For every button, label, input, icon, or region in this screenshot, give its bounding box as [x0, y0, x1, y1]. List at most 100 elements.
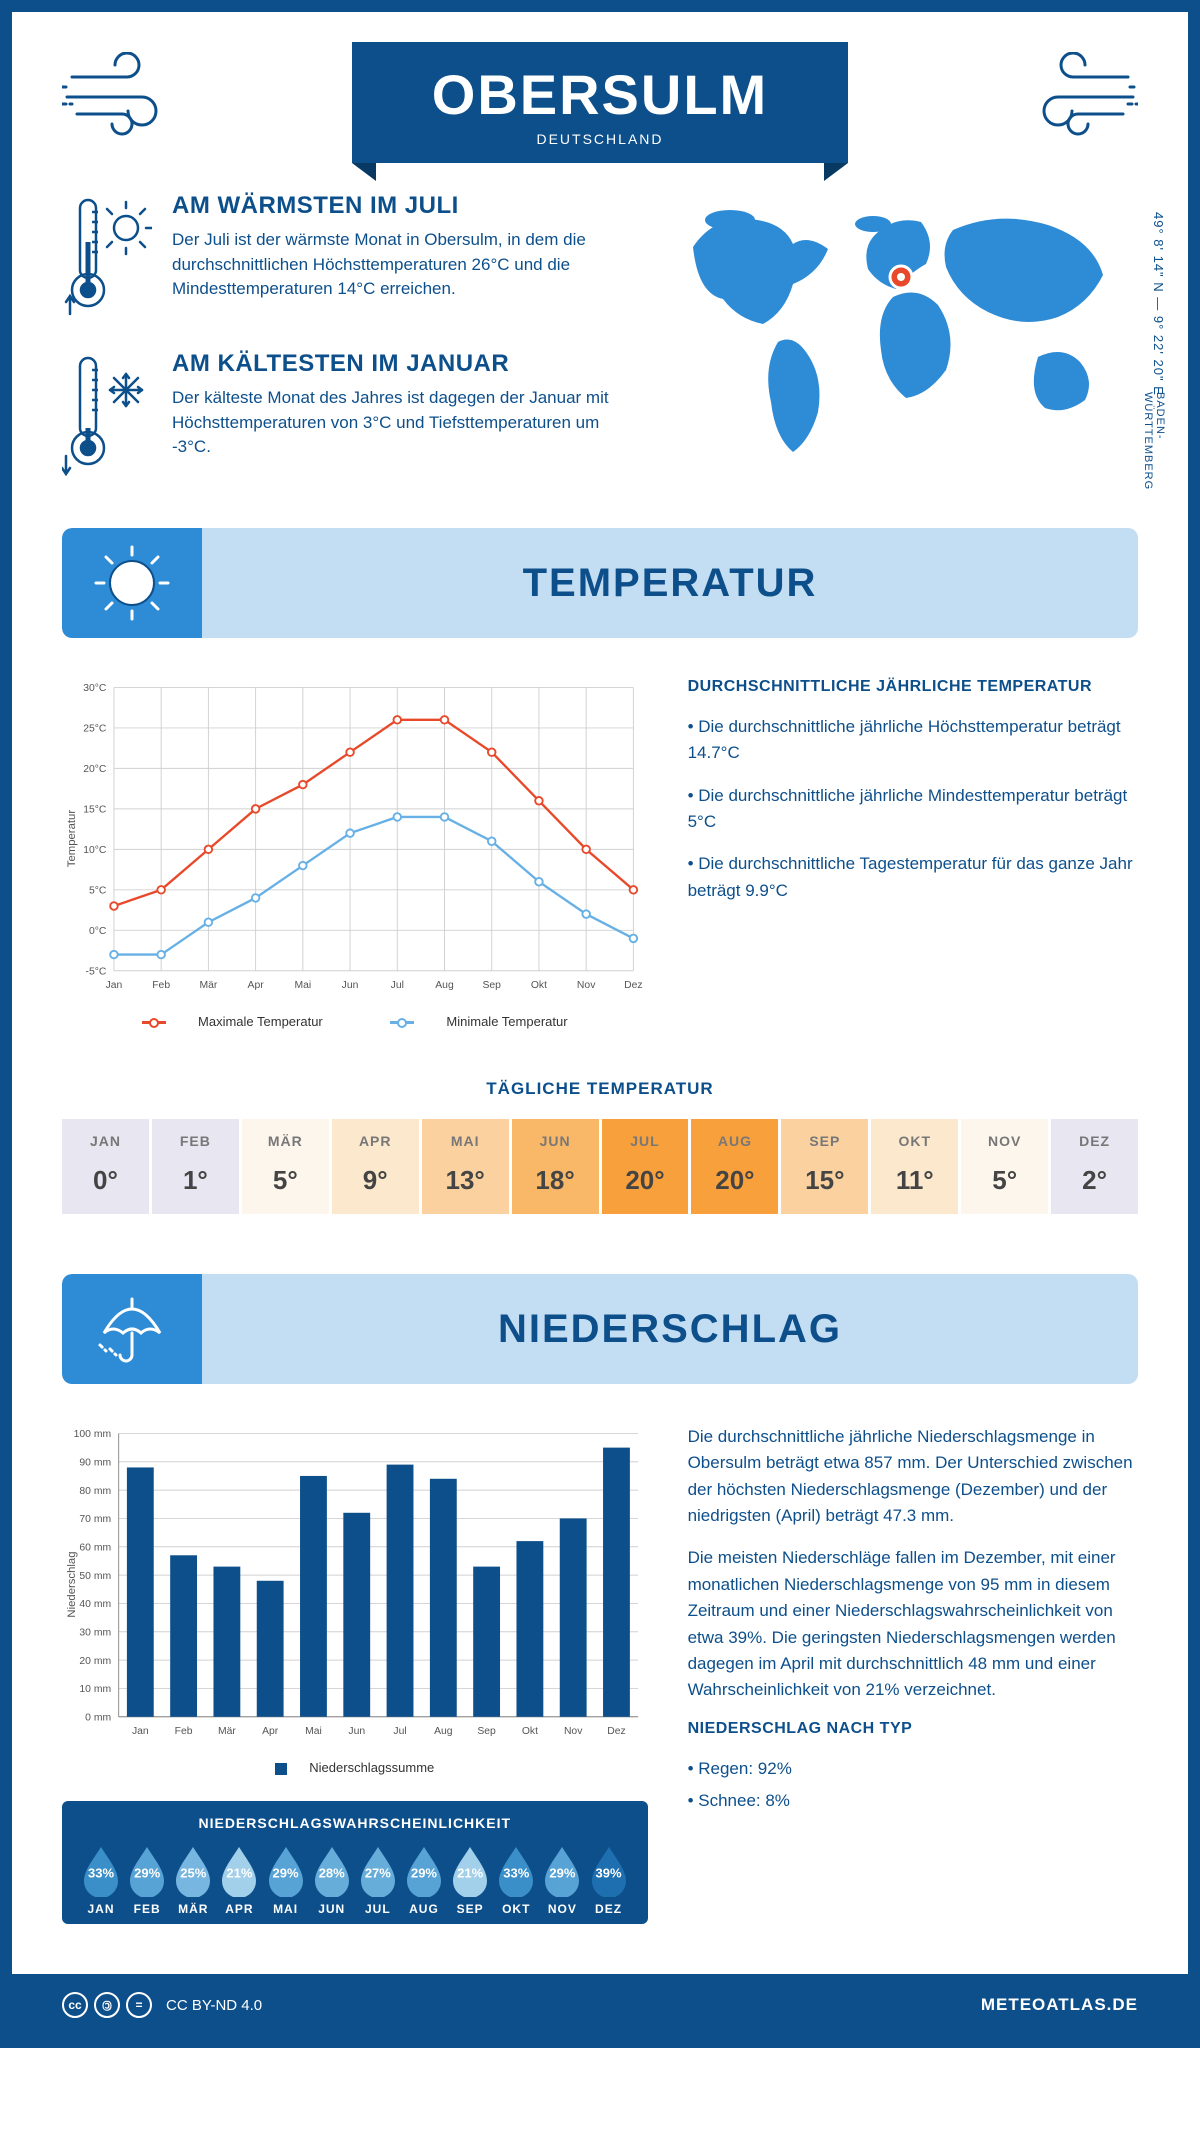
umbrella-icon — [92, 1289, 172, 1369]
region: BADEN-WÜRTTEMBERG — [1142, 392, 1166, 508]
svg-text:Nov: Nov — [564, 1726, 583, 1737]
probability-drop: 27%JUL — [357, 1843, 399, 1916]
probability-drop: 39%DEZ — [588, 1843, 630, 1916]
temp-cell: DEZ2° — [1051, 1119, 1138, 1214]
fact-warmest: AM WÄRMSTEN IM JULI Der Juli ist der wär… — [62, 192, 628, 322]
wind-icon — [1018, 52, 1138, 142]
svg-text:80 mm: 80 mm — [79, 1486, 111, 1497]
section-bar-temperature: TEMPERATUR — [62, 528, 1138, 638]
svg-text:Okt: Okt — [522, 1726, 538, 1737]
svg-text:30°C: 30°C — [83, 683, 107, 694]
svg-text:10 mm: 10 mm — [79, 1684, 111, 1695]
probability-drop: 21%SEP — [449, 1843, 491, 1916]
precip-chart-legend: Niederschlagssumme — [62, 1760, 648, 1775]
probability-drop: 29%MAI — [265, 1843, 307, 1916]
svg-text:Sep: Sep — [477, 1726, 496, 1737]
fact-warm-text: Der Juli ist der wärmste Monat in Obersu… — [172, 228, 628, 302]
section-title-temperature: TEMPERATUR — [202, 561, 1138, 606]
probability-drop: 28%JUN — [311, 1843, 353, 1916]
fact-cold-text: Der kälteste Monat des Jahres ist dagege… — [172, 386, 628, 460]
svg-text:20°C: 20°C — [83, 764, 107, 775]
temp-heading: DURCHSCHNITTLICHE JÄHRLICHE TEMPERATUR — [688, 678, 1138, 696]
svg-text:Niederschlag: Niederschlag — [66, 1552, 78, 1618]
svg-text:Okt: Okt — [531, 980, 547, 991]
thermometer-sun-icon — [62, 192, 152, 322]
svg-text:5°C: 5°C — [89, 886, 107, 897]
city-title: OBERSULM — [432, 62, 768, 127]
site-name: METEOATLAS.DE — [981, 1995, 1138, 2015]
temp-cell: APR9° — [332, 1119, 419, 1214]
temp-cell: JUN18° — [512, 1119, 599, 1214]
svg-text:100 mm: 100 mm — [74, 1429, 111, 1440]
svg-text:Mai: Mai — [305, 1726, 322, 1737]
cc-license-icon: cc🄯= — [62, 1992, 152, 2018]
temp-cell: MÄR5° — [242, 1119, 329, 1214]
svg-text:Feb: Feb — [152, 980, 170, 991]
svg-text:Dez: Dez — [624, 980, 642, 991]
section-title-precipitation: NIEDERSCHLAG — [202, 1307, 1138, 1352]
precipitation-summary: Die durchschnittliche jährliche Niedersc… — [688, 1424, 1138, 1924]
fact-cold-title: AM KÄLTESTEN IM JANUAR — [172, 350, 628, 378]
svg-text:Mär: Mär — [218, 1726, 236, 1737]
title-banner: OBERSULM DEUTSCHLAND — [352, 42, 848, 163]
probability-drop: 29%NOV — [541, 1843, 583, 1916]
temperature-line-chart: -5°C 0°C 5°C 10°C 15°C 20°C 25°C 30°C Jan Feb Mär A… — [62, 678, 648, 1029]
svg-text:Mai: Mai — [294, 980, 311, 991]
svg-text:Nov: Nov — [577, 980, 596, 991]
probability-drop: 33%OKT — [495, 1843, 537, 1916]
svg-text:70 mm: 70 mm — [79, 1514, 111, 1525]
probability-drop: 21%APR — [218, 1843, 260, 1916]
temp-cell: AUG20° — [691, 1119, 778, 1214]
daily-temp-title: TÄGLICHE TEMPERATUR — [62, 1079, 1138, 1099]
svg-text:30 mm: 30 mm — [79, 1628, 111, 1639]
svg-text:40 mm: 40 mm — [79, 1599, 111, 1610]
svg-text:Feb: Feb — [175, 1726, 193, 1737]
svg-text:Aug: Aug — [434, 1726, 453, 1737]
svg-text:Sep: Sep — [482, 980, 501, 991]
probability-box: NIEDERSCHLAGSWAHRSCHEINLICHKEIT 33%JAN29… — [62, 1801, 648, 1924]
svg-text:10°C: 10°C — [83, 845, 107, 856]
country-subtitle: DEUTSCHLAND — [432, 131, 768, 147]
wind-icon — [62, 52, 182, 142]
sun-icon — [92, 543, 172, 623]
svg-text:Jun: Jun — [348, 1726, 365, 1737]
top-info: AM WÄRMSTEN IM JULI Der Juli ist der wär… — [62, 192, 1138, 508]
svg-text:20 mm: 20 mm — [79, 1656, 111, 1667]
svg-text:Jul: Jul — [393, 1726, 406, 1737]
svg-text:90 mm: 90 mm — [79, 1458, 111, 1469]
svg-text:-5°C: -5°C — [86, 967, 107, 978]
probability-drop: 29%FEB — [126, 1843, 168, 1916]
svg-text:50 mm: 50 mm — [79, 1571, 111, 1582]
temp-cell: SEP15° — [781, 1119, 868, 1214]
svg-text:Apr: Apr — [262, 1726, 279, 1737]
footer: cc🄯= CC BY-ND 4.0 METEOATLAS.DE — [12, 1974, 1188, 2036]
svg-text:0°C: 0°C — [89, 926, 107, 937]
license-text: CC BY-ND 4.0 — [166, 1997, 262, 2014]
temperature-summary: DURCHSCHNITTLICHE JÄHRLICHE TEMPERATUR •… — [688, 678, 1138, 1029]
probability-drop: 25%MÄR — [172, 1843, 214, 1916]
temp-chart-legend: Maximale Temperatur Minimale Temperatur — [62, 1014, 648, 1029]
svg-text:Aug: Aug — [435, 980, 454, 991]
thermometer-snow-icon — [62, 350, 152, 480]
svg-text:Mär: Mär — [199, 980, 217, 991]
precipitation-bar-chart: 0 mm 10 mm 20 mm 30 mm 40 mm 50 mm 60 mm 70 mm 8… — [62, 1424, 648, 1924]
svg-text:0 mm: 0 mm — [85, 1713, 111, 1724]
svg-text:Jan: Jan — [106, 980, 123, 991]
temp-cell: JAN0° — [62, 1119, 149, 1214]
svg-text:Jan: Jan — [132, 1726, 149, 1737]
svg-text:Jul: Jul — [391, 980, 404, 991]
world-map: 49° 8' 14" N — 9° 22' 20" E BADEN-WÜRTTE… — [658, 192, 1138, 508]
temp-cell: JUL20° — [602, 1119, 689, 1214]
header: OBERSULM DEUTSCHLAND — [62, 42, 1138, 182]
section-bar-precipitation: NIEDERSCHLAG — [62, 1274, 1138, 1384]
coordinates: 49° 8' 14" N — 9° 22' 20" E — [1151, 212, 1166, 396]
svg-text:Temperatur: Temperatur — [66, 810, 78, 868]
svg-text:60 mm: 60 mm — [79, 1543, 111, 1554]
svg-text:25°C: 25°C — [83, 724, 107, 735]
svg-text:Jun: Jun — [342, 980, 359, 991]
daily-temp-table: JAN0°FEB1°MÄR5°APR9°MAI13°JUN18°JUL20°AU… — [62, 1119, 1138, 1214]
svg-text:15°C: 15°C — [83, 805, 107, 816]
svg-text:Dez: Dez — [607, 1726, 625, 1737]
fact-warm-title: AM WÄRMSTEN IM JULI — [172, 192, 628, 220]
probability-drop: 33%JAN — [80, 1843, 122, 1916]
